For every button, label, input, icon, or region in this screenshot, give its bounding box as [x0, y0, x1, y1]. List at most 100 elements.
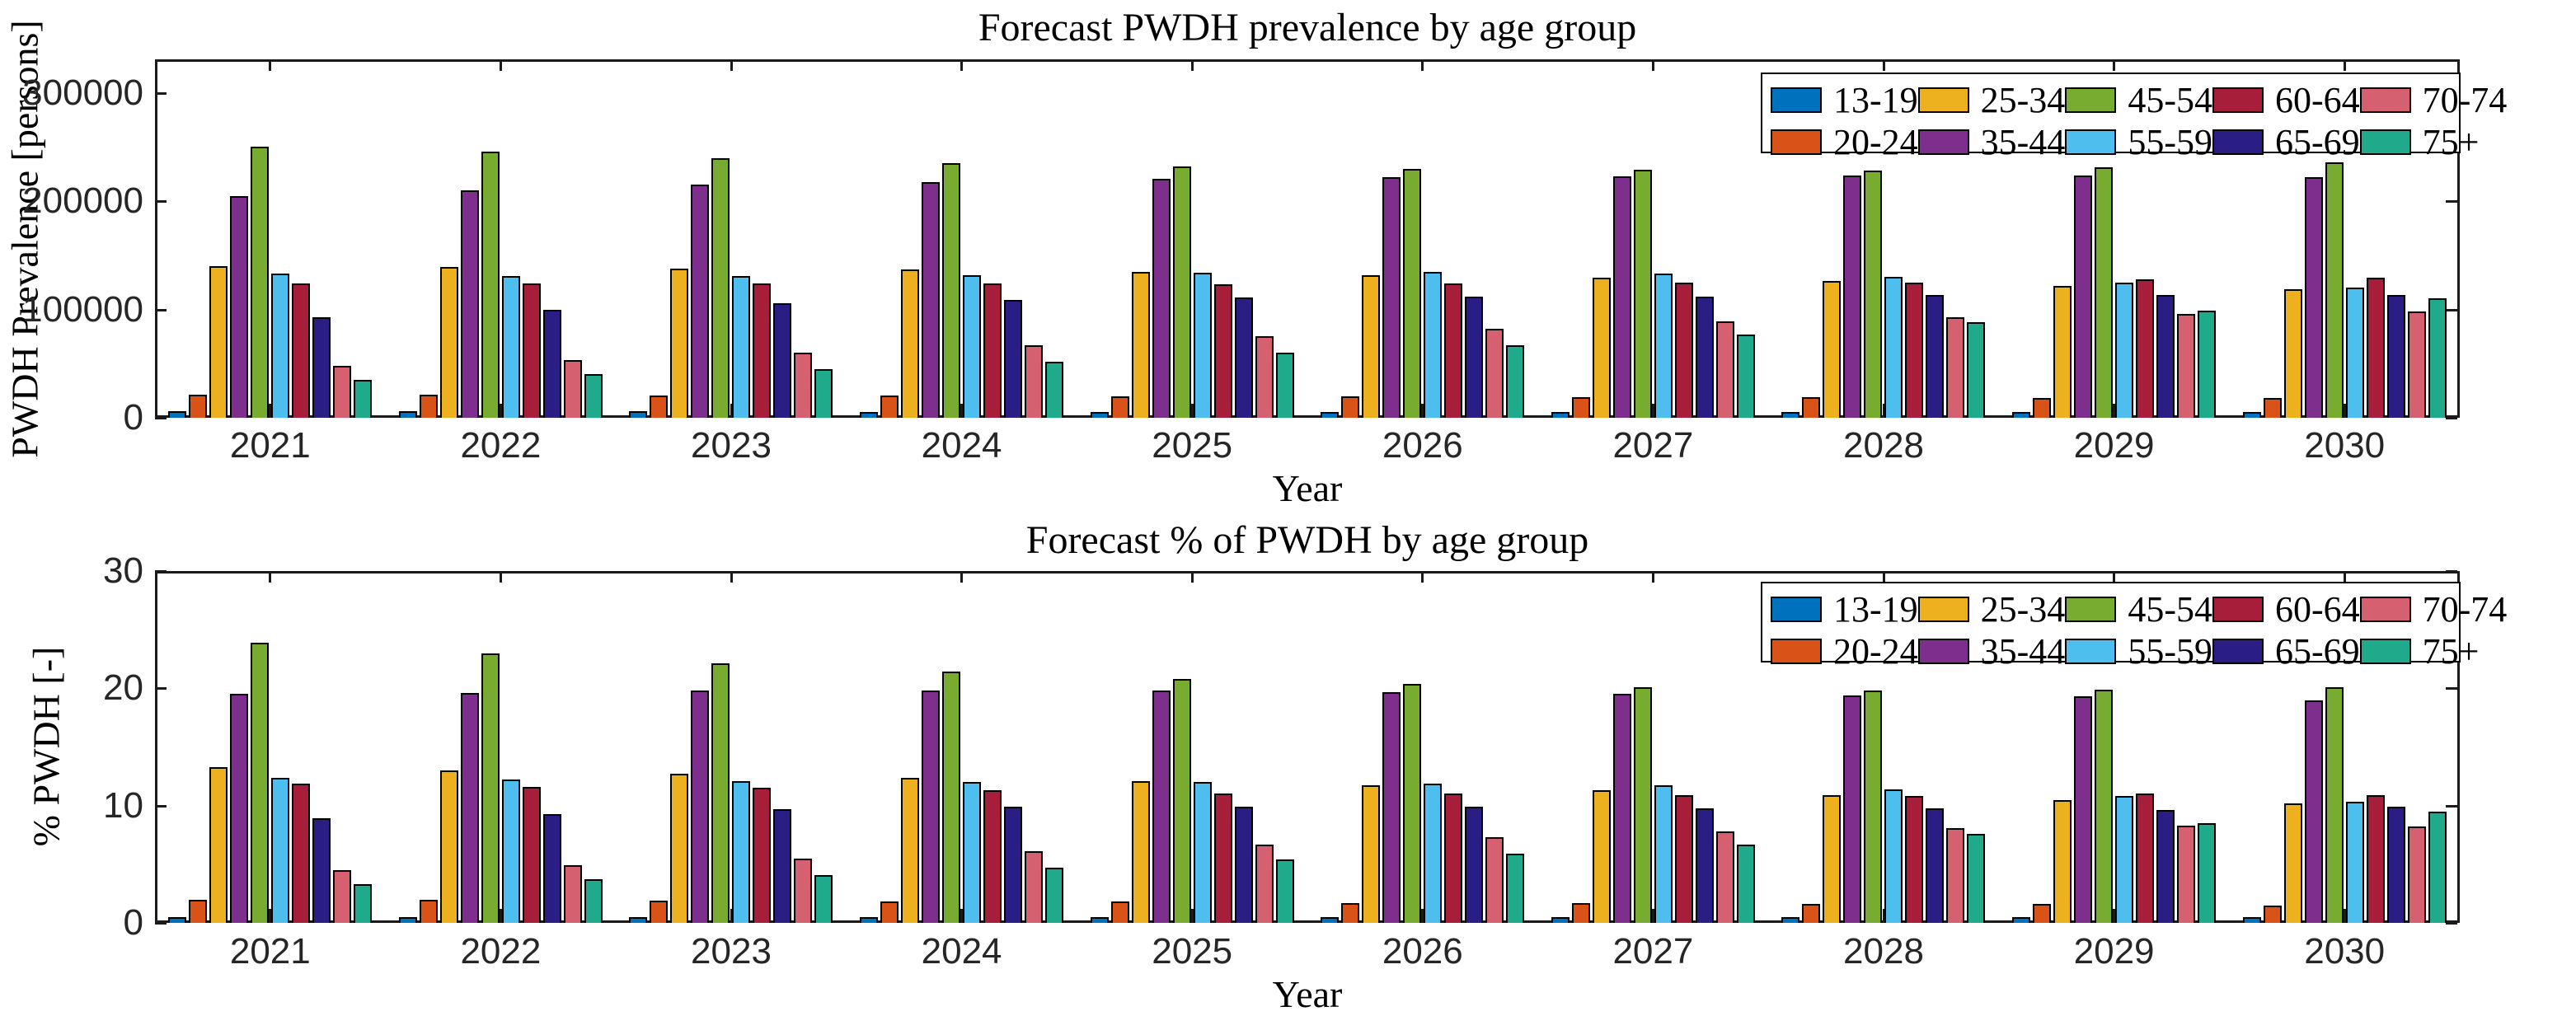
bar-13-19-2022 — [398, 917, 417, 923]
y-tick-mark — [2446, 570, 2457, 573]
x-tick-label-year: 2024 — [921, 425, 1002, 466]
x-tick-label-year: 2029 — [2073, 931, 2155, 971]
bar-35-44-2030 — [2304, 700, 2323, 923]
bar-20-24-2023 — [650, 901, 669, 923]
legend-item-13-19: 13-19 — [1771, 79, 1918, 121]
bar-60-64-2026 — [1444, 283, 1463, 418]
bar-group-2022 — [386, 59, 617, 418]
bar-75+-2026 — [1506, 345, 1525, 418]
legend-item-35-44: 35-44 — [1917, 121, 2065, 163]
bar-45-54-2025 — [1172, 679, 1191, 923]
bar-45-54-2028 — [1864, 171, 1883, 418]
bar-65-69-2025 — [1234, 807, 1253, 923]
bar-75+-2027 — [1736, 335, 1755, 418]
bar-75+-2029 — [2198, 311, 2217, 418]
x-tick-mark — [960, 404, 964, 415]
x-tick-mark — [730, 59, 733, 71]
x-tick-mark — [1882, 571, 1885, 583]
legend-item-60-64: 60-64 — [2212, 588, 2360, 630]
legend-label: 25-34 — [1980, 80, 2066, 120]
legend: 13-19 20-24 25-34 35-44 45-54 55-59 60-64 65-69… — [1761, 582, 2507, 672]
bar-45-54-2027 — [1633, 170, 1652, 418]
bar-13-19-2022 — [398, 411, 417, 418]
bar-60-64-2023 — [753, 788, 772, 923]
bar-35-44-2027 — [1612, 694, 1631, 923]
bar-55-59-2026 — [1424, 784, 1443, 923]
x-tick-mark — [499, 404, 502, 415]
legend-swatch-icon — [2212, 129, 2264, 155]
bar-75+-2027 — [1736, 845, 1755, 923]
bar-60-64-2023 — [753, 283, 772, 418]
bar-70-74-2024 — [1025, 851, 1044, 923]
y-tick-mark — [155, 687, 167, 691]
bar-45-54-2021 — [251, 643, 270, 923]
bar-65-69-2023 — [773, 809, 792, 923]
bar-60-64-2029 — [2136, 794, 2155, 923]
bar-20-24-2024 — [880, 901, 899, 923]
bar-70-74-2023 — [794, 353, 813, 418]
x-tick-mark — [2343, 571, 2346, 583]
legend-label: 70-74 — [2422, 589, 2508, 630]
bar-group-2030 — [2229, 571, 2460, 923]
legend-item-70-74: 70-74 — [2359, 588, 2508, 630]
bar-35-44-2022 — [460, 693, 479, 923]
bar-35-44-2028 — [1843, 695, 1862, 923]
x-tick-mark — [269, 909, 272, 920]
legend-swatch-icon — [2359, 129, 2411, 155]
legend-swatch-icon — [1917, 87, 1969, 113]
bar-55-59-2028 — [1884, 277, 1903, 418]
legend-label: 60-64 — [2274, 589, 2360, 630]
x-axis-label: Year — [1272, 467, 1343, 509]
bar-70-74-2028 — [1946, 317, 1965, 418]
y-tick-label: 100000 — [22, 288, 143, 330]
bar-25-34-2023 — [670, 774, 689, 923]
y-tick-label: 20 — [103, 667, 143, 709]
legend-swatch-icon — [1771, 129, 1822, 155]
legend-label: 75+ — [2422, 122, 2480, 162]
bar-20-24-2022 — [419, 395, 438, 418]
bar-60-64-2024 — [983, 790, 1002, 923]
legend: 13-19 20-24 25-34 35-44 45-54 55-59 60-64 65-69… — [1761, 73, 2507, 162]
bar-70-74-2024 — [1025, 345, 1044, 418]
x-tick-mark — [499, 571, 502, 583]
x-tick-mark — [269, 571, 272, 583]
bar-70-74-2022 — [563, 865, 582, 923]
bar-13-19-2029 — [2012, 412, 2031, 418]
bar-25-34-2028 — [1823, 281, 1842, 418]
bar-65-69-2030 — [2386, 807, 2405, 923]
bar-45-54-2027 — [1633, 687, 1652, 923]
y-tick-label: 30 — [103, 550, 143, 591]
chart-title: Forecast % of PWDH by age group — [1025, 518, 1589, 562]
bar-65-69-2030 — [2386, 295, 2405, 418]
bar-70-74-2025 — [1255, 336, 1274, 418]
bar-45-54-2029 — [2095, 167, 2114, 418]
bar-13-19-2027 — [1551, 917, 1570, 923]
x-tick-mark — [2113, 59, 2116, 71]
legend-label: 55-59 — [2128, 122, 2212, 162]
bar-13-19-2028 — [1781, 917, 1800, 923]
bar-75+-2028 — [1967, 834, 1986, 923]
bar-65-69-2021 — [312, 317, 331, 418]
y-tick-mark — [155, 200, 167, 204]
bar-20-24-2028 — [1802, 904, 1821, 923]
x-tick-label-year: 2024 — [921, 931, 1002, 971]
legend-label: 60-64 — [2274, 80, 2360, 120]
bar-25-34-2027 — [1592, 790, 1611, 923]
legend-item-35-44: 35-44 — [1917, 630, 2065, 672]
bar-55-59-2023 — [732, 276, 751, 418]
y-tick-mark — [2446, 417, 2457, 419]
legend-item-55-59: 55-59 — [2065, 630, 2212, 672]
bar-20-24-2021 — [189, 900, 208, 923]
x-tick-mark — [960, 571, 964, 583]
bar-13-19-2030 — [2242, 412, 2261, 418]
legend-item-65-69: 65-69 — [2212, 121, 2360, 163]
bar-70-74-2027 — [1715, 321, 1734, 418]
bar-45-54-2025 — [1172, 166, 1191, 418]
y-tick-mark — [155, 308, 167, 311]
bar-55-59-2030 — [2345, 288, 2364, 418]
bar-35-44-2026 — [1382, 692, 1401, 923]
legend-swatch-icon — [2359, 87, 2411, 113]
bar-60-64-2026 — [1444, 794, 1463, 923]
bar-13-19-2029 — [2012, 917, 2031, 923]
bar-25-34-2025 — [1131, 781, 1150, 923]
